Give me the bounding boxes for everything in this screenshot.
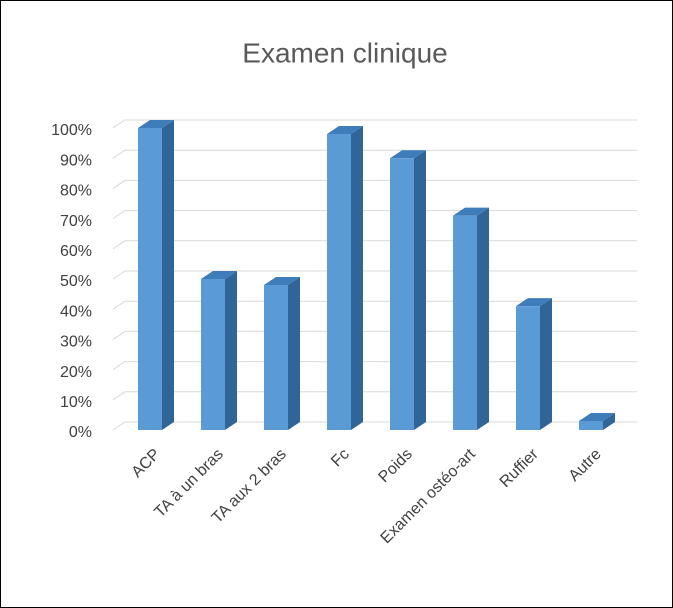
y-tick-label: 70% <box>60 213 92 230</box>
y-tick-label: 90% <box>60 152 92 169</box>
grid-line <box>112 179 637 189</box>
bar <box>327 126 363 431</box>
bar-top <box>579 412 615 421</box>
bar-side <box>225 271 237 430</box>
bar <box>579 412 615 430</box>
bar-side <box>351 126 363 430</box>
y-tick-label: 60% <box>60 243 92 260</box>
bar-front <box>516 306 540 430</box>
bar <box>264 277 300 430</box>
bar-front <box>138 128 162 430</box>
bar-top <box>264 277 300 286</box>
grid-line <box>112 149 637 159</box>
bar-side <box>540 298 552 430</box>
y-tick-label: 100% <box>51 122 92 139</box>
bar-front <box>453 215 477 430</box>
bar-top <box>327 126 363 135</box>
bar-front <box>390 158 414 430</box>
bar <box>390 150 426 430</box>
bar-front <box>264 285 288 430</box>
y-tick-label: 30% <box>60 334 92 351</box>
bar-top <box>390 150 426 159</box>
y-tick-label: 50% <box>60 273 92 290</box>
y-tick-label: 10% <box>60 394 92 411</box>
y-tick-label: 20% <box>60 364 92 381</box>
bar-side <box>477 207 489 430</box>
grid-line <box>112 119 637 129</box>
y-tick-label: 80% <box>60 183 92 200</box>
bar <box>138 120 174 430</box>
bar <box>516 298 552 430</box>
bar-front <box>579 420 603 430</box>
bar-side <box>414 150 426 430</box>
bar-top <box>138 120 174 128</box>
chart-title: Examen clinique <box>242 37 447 68</box>
bar-top <box>453 207 489 216</box>
bar-front <box>327 134 351 431</box>
bar <box>201 271 237 430</box>
y-tick-label: 40% <box>60 303 92 320</box>
bar-front <box>201 279 225 430</box>
bar-side <box>288 277 300 430</box>
y-tick-label: 0% <box>69 424 92 441</box>
bar-side <box>162 120 174 430</box>
bar-top <box>516 298 552 307</box>
bar <box>453 207 489 430</box>
bar-top <box>201 271 237 279</box>
bar-side <box>603 412 615 430</box>
